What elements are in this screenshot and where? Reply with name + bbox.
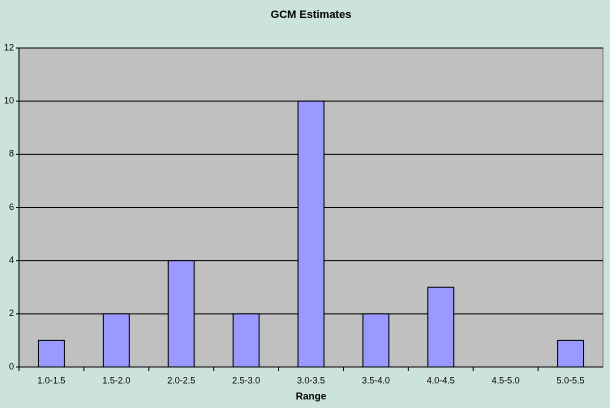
x-tick-label: 1.0-1.5 [37,375,65,385]
bar [167,260,195,368]
bar [557,339,585,368]
x-tick-label: 2.0-2.5 [167,375,195,385]
y-tick-label: 8 [9,149,14,159]
x-tick-label: 4.5-5.0 [492,375,520,385]
x-tick-label: 1.5-2.0 [102,375,130,385]
bar [427,286,455,368]
x-tick-label: 5.0-5.5 [557,375,585,385]
y-tick-label: 10 [4,96,14,106]
bar [37,339,65,368]
bar [362,313,390,368]
bar [102,313,130,368]
bar [297,100,325,368]
chart-title: GCM Estimates [271,9,352,21]
y-tick-label: 6 [9,202,14,212]
x-axis-label: Range [296,392,327,403]
y-tick-label: 12 [4,42,14,52]
x-tick-label: 3.0-3.5 [297,375,325,385]
x-tick-label: 4.0-4.5 [427,375,455,385]
x-tick-label: 2.5-3.0 [232,375,260,385]
y-tick-label: 2 [9,308,14,318]
y-tick-label: 4 [9,255,14,265]
y-tick-label: 0 [9,361,14,371]
x-tick-label: 3.5-4.0 [362,375,390,385]
bar [232,313,260,368]
